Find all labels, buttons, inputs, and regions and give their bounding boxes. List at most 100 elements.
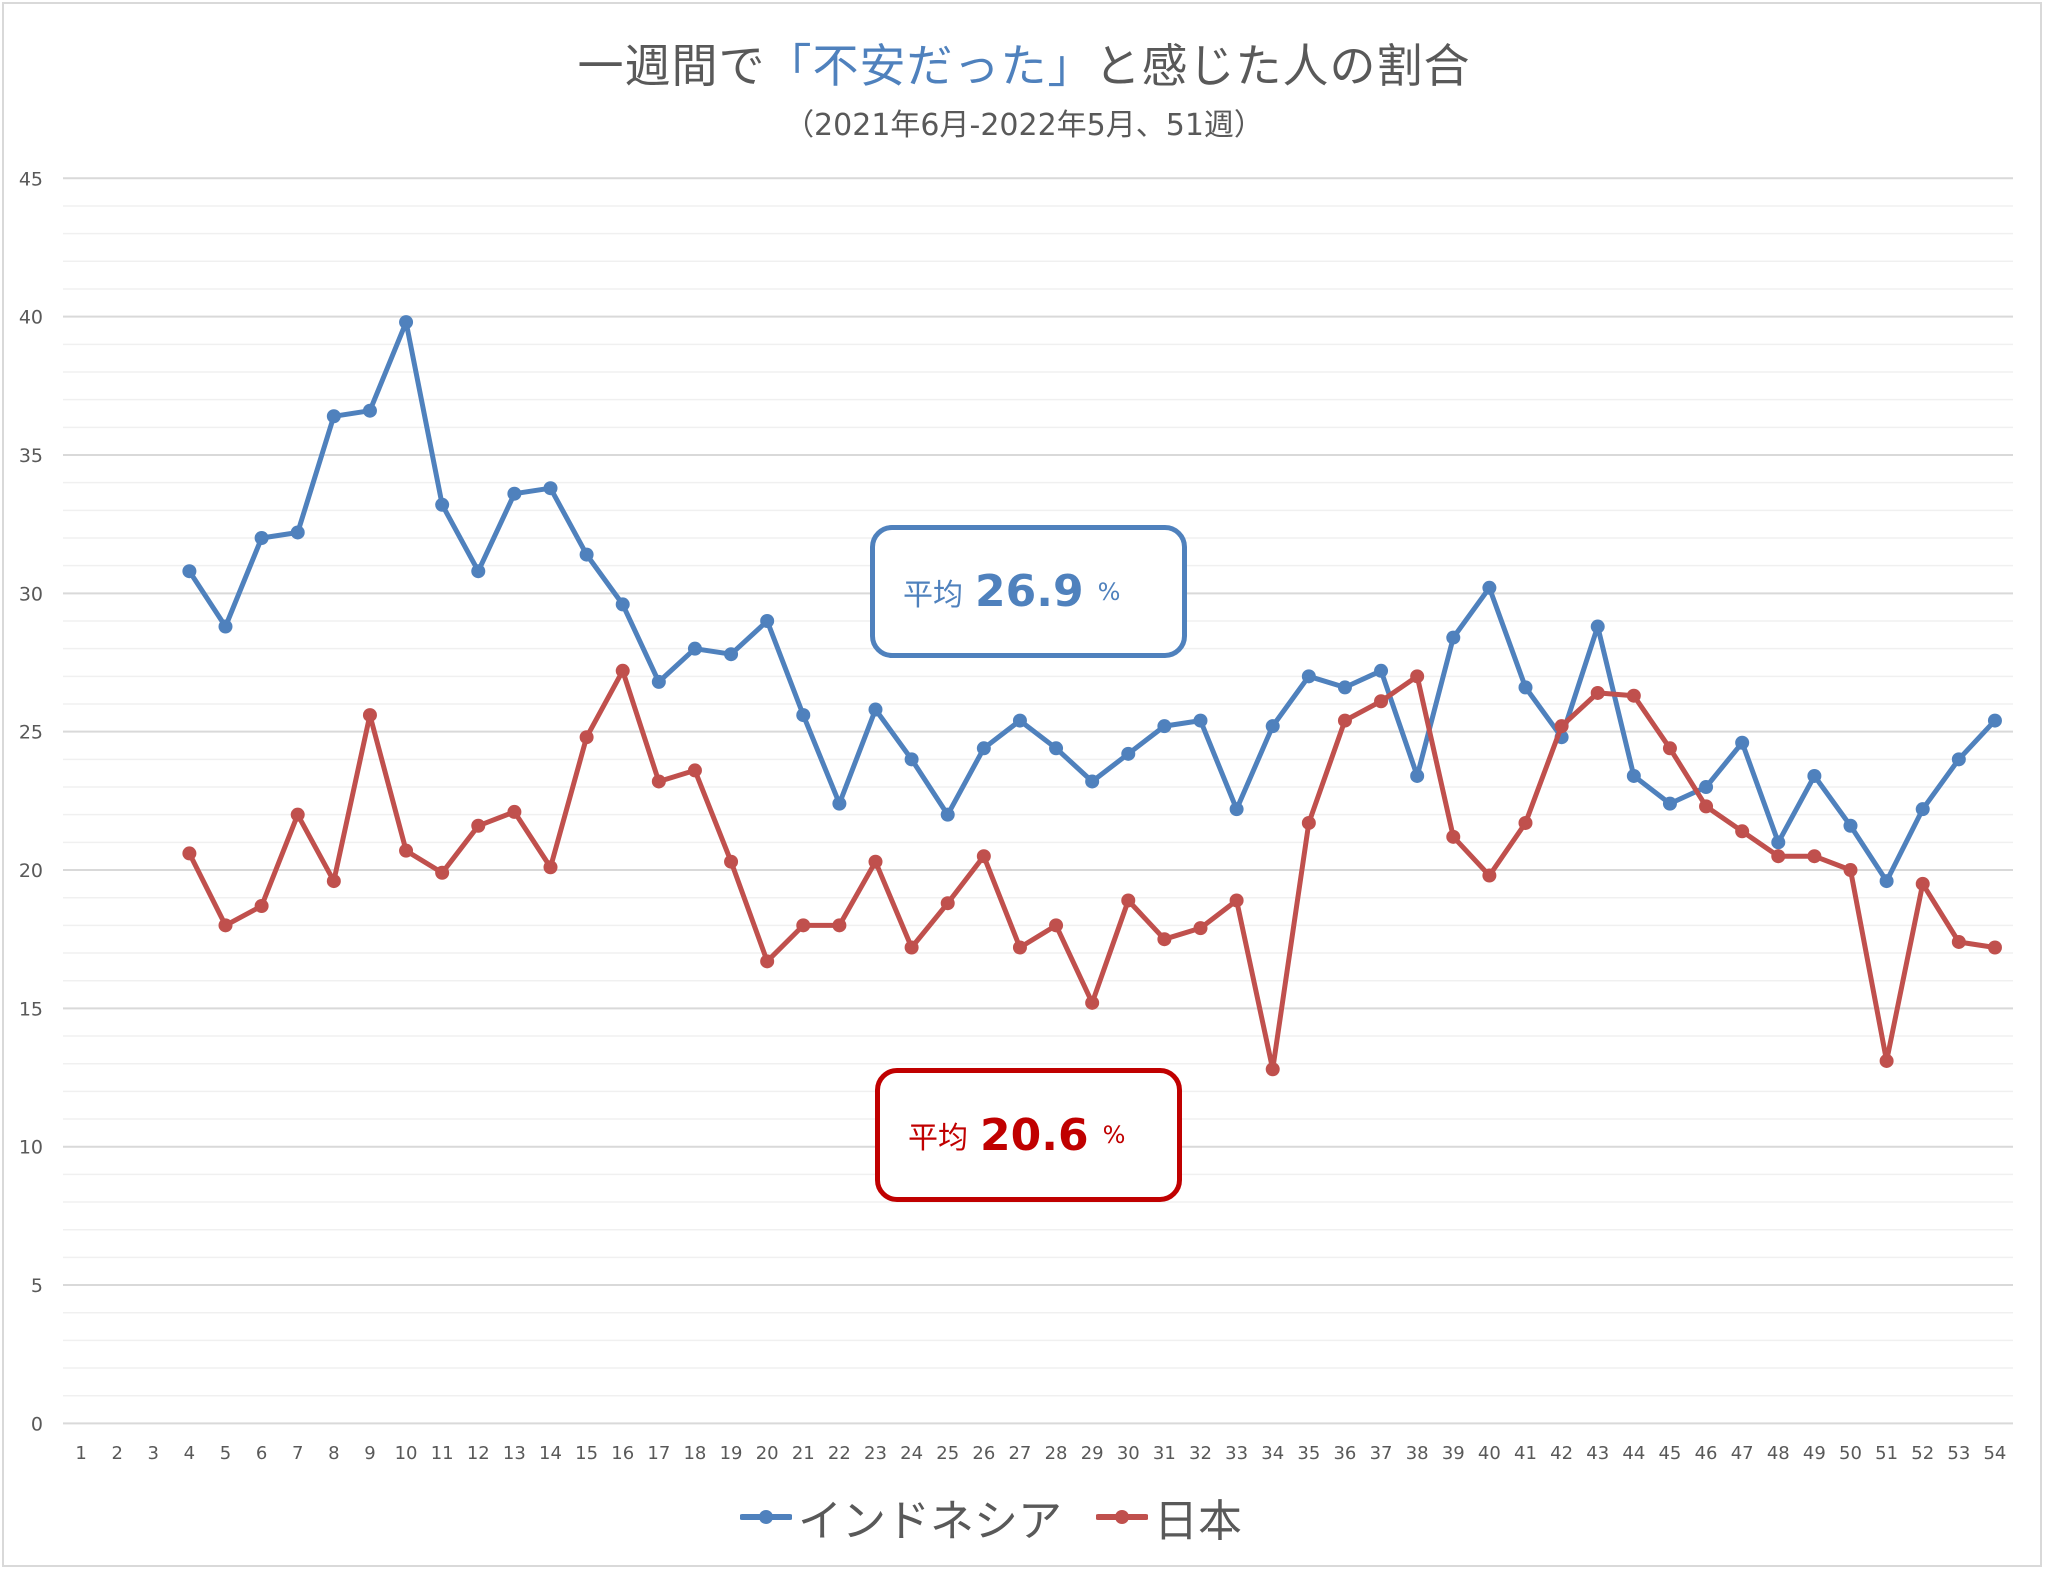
data-point[interactable] bbox=[1987, 940, 2002, 955]
data-point[interactable] bbox=[976, 849, 991, 864]
data-point[interactable] bbox=[218, 619, 233, 634]
data-point[interactable] bbox=[1662, 796, 1677, 811]
data-point[interactable] bbox=[904, 752, 919, 767]
data-point[interactable] bbox=[940, 807, 955, 822]
data-point[interactable] bbox=[579, 730, 594, 745]
data-point[interactable] bbox=[615, 663, 630, 678]
data-point[interactable] bbox=[254, 530, 269, 545]
data-point[interactable] bbox=[1771, 849, 1786, 864]
data-point[interactable] bbox=[1446, 829, 1461, 844]
data-point[interactable] bbox=[1337, 680, 1352, 695]
data-point[interactable] bbox=[832, 918, 847, 933]
data-point[interactable] bbox=[1843, 818, 1858, 833]
data-point[interactable] bbox=[1987, 713, 2002, 728]
data-point[interactable] bbox=[1157, 932, 1172, 947]
data-point[interactable] bbox=[1879, 874, 1894, 889]
data-point[interactable] bbox=[362, 708, 377, 723]
data-point[interactable] bbox=[1771, 835, 1786, 850]
data-point[interactable] bbox=[1301, 669, 1316, 684]
data-point[interactable] bbox=[1699, 780, 1714, 795]
data-point[interactable] bbox=[1265, 719, 1280, 734]
data-point[interactable] bbox=[1590, 685, 1605, 700]
data-point[interactable] bbox=[1807, 768, 1822, 783]
data-point[interactable] bbox=[904, 940, 919, 955]
data-point[interactable] bbox=[1374, 694, 1389, 709]
data-point[interactable] bbox=[1012, 713, 1027, 728]
data-point[interactable] bbox=[1590, 619, 1605, 634]
data-point[interactable] bbox=[471, 564, 486, 579]
data-point[interactable] bbox=[1193, 921, 1208, 936]
data-point[interactable] bbox=[326, 874, 341, 889]
data-point[interactable] bbox=[760, 614, 775, 629]
data-point[interactable] bbox=[1482, 580, 1497, 595]
data-point[interactable] bbox=[399, 843, 414, 858]
data-point[interactable] bbox=[1410, 669, 1425, 684]
legend-item-indonesia[interactable]: インドネシア bbox=[740, 1485, 1062, 1549]
data-point[interactable] bbox=[724, 647, 739, 662]
data-point[interactable] bbox=[1193, 713, 1208, 728]
data-point[interactable] bbox=[1626, 768, 1641, 783]
data-point[interactable] bbox=[1229, 802, 1244, 817]
data-point[interactable] bbox=[1085, 774, 1100, 789]
data-point[interactable] bbox=[1085, 995, 1100, 1010]
data-point[interactable] bbox=[1265, 1062, 1280, 1077]
data-point[interactable] bbox=[507, 486, 522, 501]
data-point[interactable] bbox=[1735, 735, 1750, 750]
data-point[interactable] bbox=[976, 741, 991, 756]
data-point[interactable] bbox=[1049, 741, 1064, 756]
data-point[interactable] bbox=[182, 564, 197, 579]
data-point[interactable] bbox=[1301, 815, 1316, 830]
data-point[interactable] bbox=[1446, 630, 1461, 645]
data-point[interactable] bbox=[1049, 918, 1064, 933]
data-point[interactable] bbox=[1121, 893, 1136, 908]
data-point[interactable] bbox=[724, 854, 739, 869]
data-point[interactable] bbox=[1121, 746, 1136, 761]
data-point[interactable] bbox=[1337, 713, 1352, 728]
data-point[interactable] bbox=[1662, 741, 1677, 756]
data-point[interactable] bbox=[1518, 680, 1533, 695]
data-point[interactable] bbox=[868, 702, 883, 717]
data-point[interactable] bbox=[796, 918, 811, 933]
data-point[interactable] bbox=[1915, 802, 1930, 817]
data-point[interactable] bbox=[290, 525, 305, 540]
data-point[interactable] bbox=[182, 846, 197, 861]
data-point[interactable] bbox=[1626, 688, 1641, 703]
data-point[interactable] bbox=[760, 954, 775, 969]
data-point[interactable] bbox=[651, 674, 666, 689]
data-point[interactable] bbox=[1012, 940, 1027, 955]
data-point[interactable] bbox=[1915, 876, 1930, 891]
data-point[interactable] bbox=[399, 315, 414, 330]
data-point[interactable] bbox=[435, 865, 450, 880]
data-point[interactable] bbox=[326, 409, 341, 424]
data-point[interactable] bbox=[1699, 799, 1714, 814]
data-point[interactable] bbox=[687, 763, 702, 778]
data-point[interactable] bbox=[507, 804, 522, 819]
data-point[interactable] bbox=[1554, 719, 1569, 734]
data-point[interactable] bbox=[796, 708, 811, 723]
data-point[interactable] bbox=[1482, 868, 1497, 883]
data-point[interactable] bbox=[362, 403, 377, 418]
data-point[interactable] bbox=[832, 796, 847, 811]
data-point[interactable] bbox=[543, 860, 558, 875]
data-point[interactable] bbox=[1879, 1053, 1894, 1068]
data-point[interactable] bbox=[1951, 934, 1966, 949]
data-point[interactable] bbox=[1374, 663, 1389, 678]
data-point[interactable] bbox=[1229, 893, 1244, 908]
data-point[interactable] bbox=[435, 497, 450, 512]
data-point[interactable] bbox=[1157, 719, 1172, 734]
data-point[interactable] bbox=[615, 597, 630, 612]
data-point[interactable] bbox=[290, 807, 305, 822]
data-point[interactable] bbox=[1735, 824, 1750, 839]
legend-item-japan[interactable]: 日本 bbox=[1096, 1485, 1242, 1549]
data-point[interactable] bbox=[1518, 815, 1533, 830]
data-point[interactable] bbox=[940, 896, 955, 911]
data-point[interactable] bbox=[1410, 768, 1425, 783]
data-point[interactable] bbox=[471, 818, 486, 833]
data-point[interactable] bbox=[1807, 849, 1822, 864]
data-point[interactable] bbox=[218, 918, 233, 933]
data-point[interactable] bbox=[254, 898, 269, 913]
data-point[interactable] bbox=[687, 641, 702, 656]
data-point[interactable] bbox=[868, 854, 883, 869]
data-point[interactable] bbox=[543, 481, 558, 496]
data-point[interactable] bbox=[1843, 863, 1858, 878]
